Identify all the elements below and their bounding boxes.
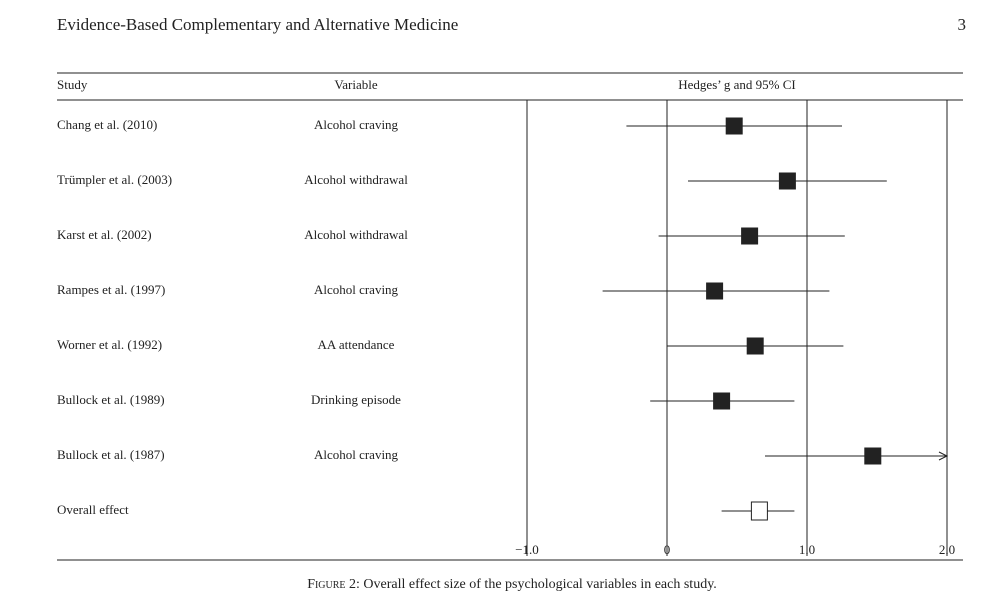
study-label: Rampes et al. (1997) [57, 282, 165, 297]
study-label: Bullock et al. (1989) [57, 392, 165, 407]
study-label: Chang et al. (2010) [57, 117, 157, 132]
study-label: Karst et al. (2002) [57, 227, 152, 242]
variable-label: Alcohol craving [314, 447, 399, 462]
x-tick-label: 1.0 [799, 542, 815, 557]
overall-marker [750, 501, 768, 521]
effect-marker [725, 117, 743, 135]
effect-marker [741, 227, 759, 245]
variable-label: Alcohol withdrawal [304, 227, 408, 242]
caption-label: Figure 2: [307, 577, 360, 592]
effect-marker [713, 392, 731, 410]
variable-label: Drinking episode [311, 392, 401, 407]
effect-marker [864, 447, 882, 465]
column-header: Hedges’ g and 95% CI [678, 77, 795, 92]
page-number: 3 [958, 15, 967, 34]
variable-label: Alcohol craving [314, 282, 399, 297]
variable-label: Alcohol craving [314, 117, 399, 132]
effect-marker [778, 172, 796, 190]
journal-title: Evidence-Based Complementary and Alterna… [57, 15, 458, 34]
column-header: Variable [334, 77, 378, 92]
caption: Figure 2: Overall effect size of the psy… [307, 577, 717, 592]
effect-marker [706, 282, 724, 300]
variable-label: AA attendance [318, 337, 395, 352]
ci-arrow [938, 451, 949, 461]
column-header: Study [57, 77, 88, 92]
study-label: Bullock et al. (1987) [57, 447, 165, 462]
x-tick-label: 0 [664, 542, 671, 557]
study-label: Overall effect [57, 502, 129, 517]
caption-text: Overall effect size of the psychological… [363, 577, 716, 592]
x-tick-label: 2.0 [939, 542, 955, 557]
study-label: Trümpler et al. (2003) [57, 172, 172, 187]
effect-marker [746, 337, 764, 355]
variable-label: Alcohol withdrawal [304, 172, 408, 187]
x-tick-label: −1.0 [515, 542, 539, 557]
study-label: Worner et al. (1992) [57, 337, 162, 352]
